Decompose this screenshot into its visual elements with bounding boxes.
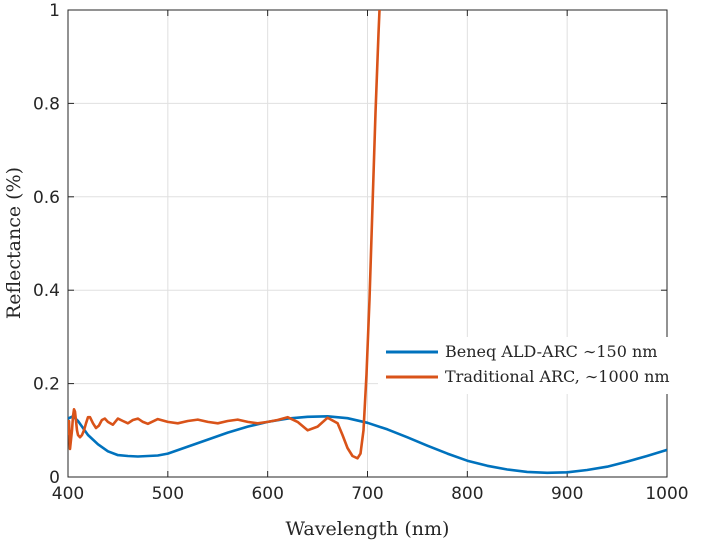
x-tick-label: 500 [152, 484, 184, 504]
x-tick-label: 900 [551, 484, 583, 504]
y-tick-label: 0.4 [33, 281, 60, 301]
y-tick-label: 0.2 [33, 375, 60, 395]
legend: Beneq ALD-ARC ∼150 nm Traditional ARC, ∼… [378, 337, 717, 394]
x-tick-label: 800 [451, 484, 483, 504]
x-axis-title: Wavelength (nm) [286, 518, 450, 540]
y-tick-label: 0 [49, 468, 60, 488]
series-line-traditional [68, 10, 381, 460]
y-tick-label: 0.6 [33, 188, 60, 208]
y-axis-title: Reflectance (%) [3, 167, 25, 319]
legend-box [378, 337, 717, 394]
legend-label-traditional: Traditional ARC, ∼1000 nm [445, 367, 670, 386]
x-tick-label: 700 [351, 484, 383, 504]
x-tick-label: 400 [52, 484, 84, 504]
x-tick-label: 1000 [645, 484, 688, 504]
y-tick-label: 1 [49, 1, 60, 21]
legend-label-beneq: Beneq ALD-ARC ∼150 nm [445, 342, 657, 361]
series-line-beneq [68, 415, 667, 475]
grid-lines [67, 9, 668, 478]
y-tick-label: 0.8 [33, 94, 60, 114]
x-tick-label: 600 [251, 484, 283, 504]
axis-ticks: 400 500 600 700 800 900 1000 0 0.2 0.4 0.6 0.8 1 [33, 1, 689, 504]
series-lines [68, 10, 667, 475]
